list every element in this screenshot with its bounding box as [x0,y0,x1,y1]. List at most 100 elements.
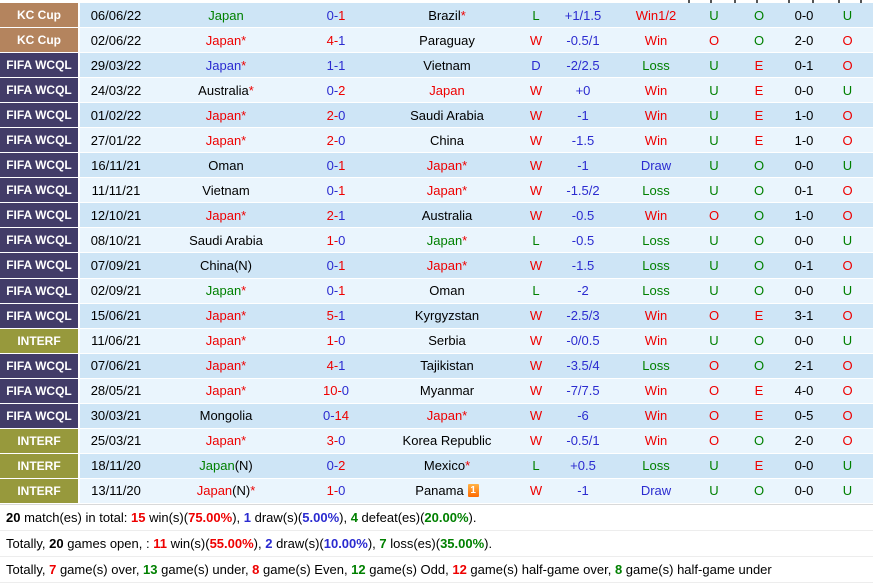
over-under-value: U [709,283,719,299]
away-team-name: Japan [426,182,463,198]
over-under-value: O [708,32,720,48]
handicap-value: -3.5/4 [566,358,600,374]
summary-segment: 13 [143,561,158,577]
over-under-value: U [709,157,719,173]
home-team: Japan * [152,28,300,52]
home-team: Japan [152,3,300,27]
odd-even-value: E [754,57,764,73]
score-home: 0 [326,157,334,173]
half-over-under-value: O [842,433,853,449]
win-loss-value: Win1/2 [635,7,677,23]
match-date: 07/09/21 [90,257,142,273]
over-under-value: O [708,408,720,424]
score-dash: - [333,207,339,223]
home-team-name: Japan [205,207,242,223]
summary-segment: 8 [252,561,260,577]
summary-segment: 20 [49,535,64,551]
score-home: 4 [326,32,334,48]
away-team-name: Japan [429,82,465,98]
over-under-value: U [709,257,719,273]
home-team: Japan * [152,203,300,227]
result-letter: D [531,57,541,73]
home-team-name: Australia [198,82,249,98]
odd-even-value: E [754,308,764,324]
summary-segment: draw(s)( [272,535,324,551]
score-away: 0 [338,132,346,148]
score-dash: - [333,7,339,23]
half-time-score: 0-0 [794,458,814,474]
score-home: 1 [326,232,334,248]
summary-segment: 55.00% [209,535,254,551]
win-loss-value: Loss [642,283,670,299]
summary-segment: games open, : [63,535,154,551]
score-home: 0 [322,408,331,424]
half-over-under-value: U [842,232,853,248]
home-team-name: Japan [205,383,242,399]
full-time-score: 0-14 [300,404,372,428]
win-loss-value: Win [644,308,668,324]
away-team-name: Japan [426,157,463,173]
cropped-header-tick [688,0,690,3]
competition-badge: FIFA WCQL [0,153,80,178]
competition-badge: INTERF [0,478,80,503]
score-home: 0 [326,283,334,299]
competition-badge: INTERF [0,428,80,453]
cropped-header-tick [756,0,758,3]
summary-segment: 75.00% [188,509,233,525]
score-away: 1 [338,182,346,198]
summary-segment: game(s) half-game under [622,561,772,577]
half-over-under-value: O [842,207,853,223]
competition-badge: KC Cup [0,28,80,53]
match-date: 30/03/21 [90,408,142,424]
score-home: 10 [322,383,338,399]
handicap-value: -0.5 [571,232,595,248]
win-loss-value: Win [644,408,668,424]
half-time-score: 0-0 [794,82,814,98]
half-time-score: 3-1 [794,308,814,324]
home-team: Japan (N) * [152,479,300,503]
score-away: 1 [338,7,346,23]
win-loss-value: Win [644,207,668,223]
away-team: Australia [372,203,522,227]
result-letter: W [529,333,543,349]
away-team-star: * [462,182,468,198]
score-away: 1 [338,358,346,374]
score-dash: - [333,283,339,299]
home-team-star: * [241,358,247,374]
match-date: 11/06/21 [91,333,141,349]
result-letter: W [529,433,543,449]
win-loss-value: Win [644,383,668,399]
home-team-name: Saudi Arabia [189,232,263,248]
score-dash: - [333,232,339,248]
competition-badge: INTERF [0,453,80,478]
away-team: Panama 1 [372,479,522,503]
home-team-name: Japan [205,308,242,324]
half-over-under-value: O [842,383,853,399]
handicap-value: -0.5 [571,207,595,223]
away-team-name: Serbia [428,333,466,349]
half-time-score: 0-0 [794,7,814,23]
score-dash: - [333,308,339,324]
win-loss-value: Loss [642,358,670,374]
competition-badge: FIFA WCQL [0,278,80,303]
score-home: 0 [326,82,334,98]
home-team-star: * [241,383,247,399]
summary-segment: 20.00% [424,509,469,525]
result-letter: W [529,408,543,424]
home-team: Japan * [152,329,300,353]
match-row: INTERF 18/11/20 Japan (N) 0-2 Mexico * L +… [0,453,873,479]
odd-even-value: E [754,132,764,148]
away-team-name: Panama [415,483,464,499]
half-time-score: 1-0 [794,132,814,148]
home-team-name: Japan [205,57,242,73]
match-row: INTERF 13/11/20 Japan (N) * 1-0 Panama 1 W … [0,478,873,504]
summary-segment: game(s) Odd, [365,561,453,577]
half-over-under-value: U [842,157,853,173]
over-under-value: O [708,433,720,449]
score-away: 14 [334,408,350,424]
over-under-value: U [709,107,719,123]
summary-segment: ). [484,535,493,551]
match-date: 28/05/21 [90,383,142,399]
away-team: Japan * [372,178,522,202]
away-team-star: * [460,7,466,23]
